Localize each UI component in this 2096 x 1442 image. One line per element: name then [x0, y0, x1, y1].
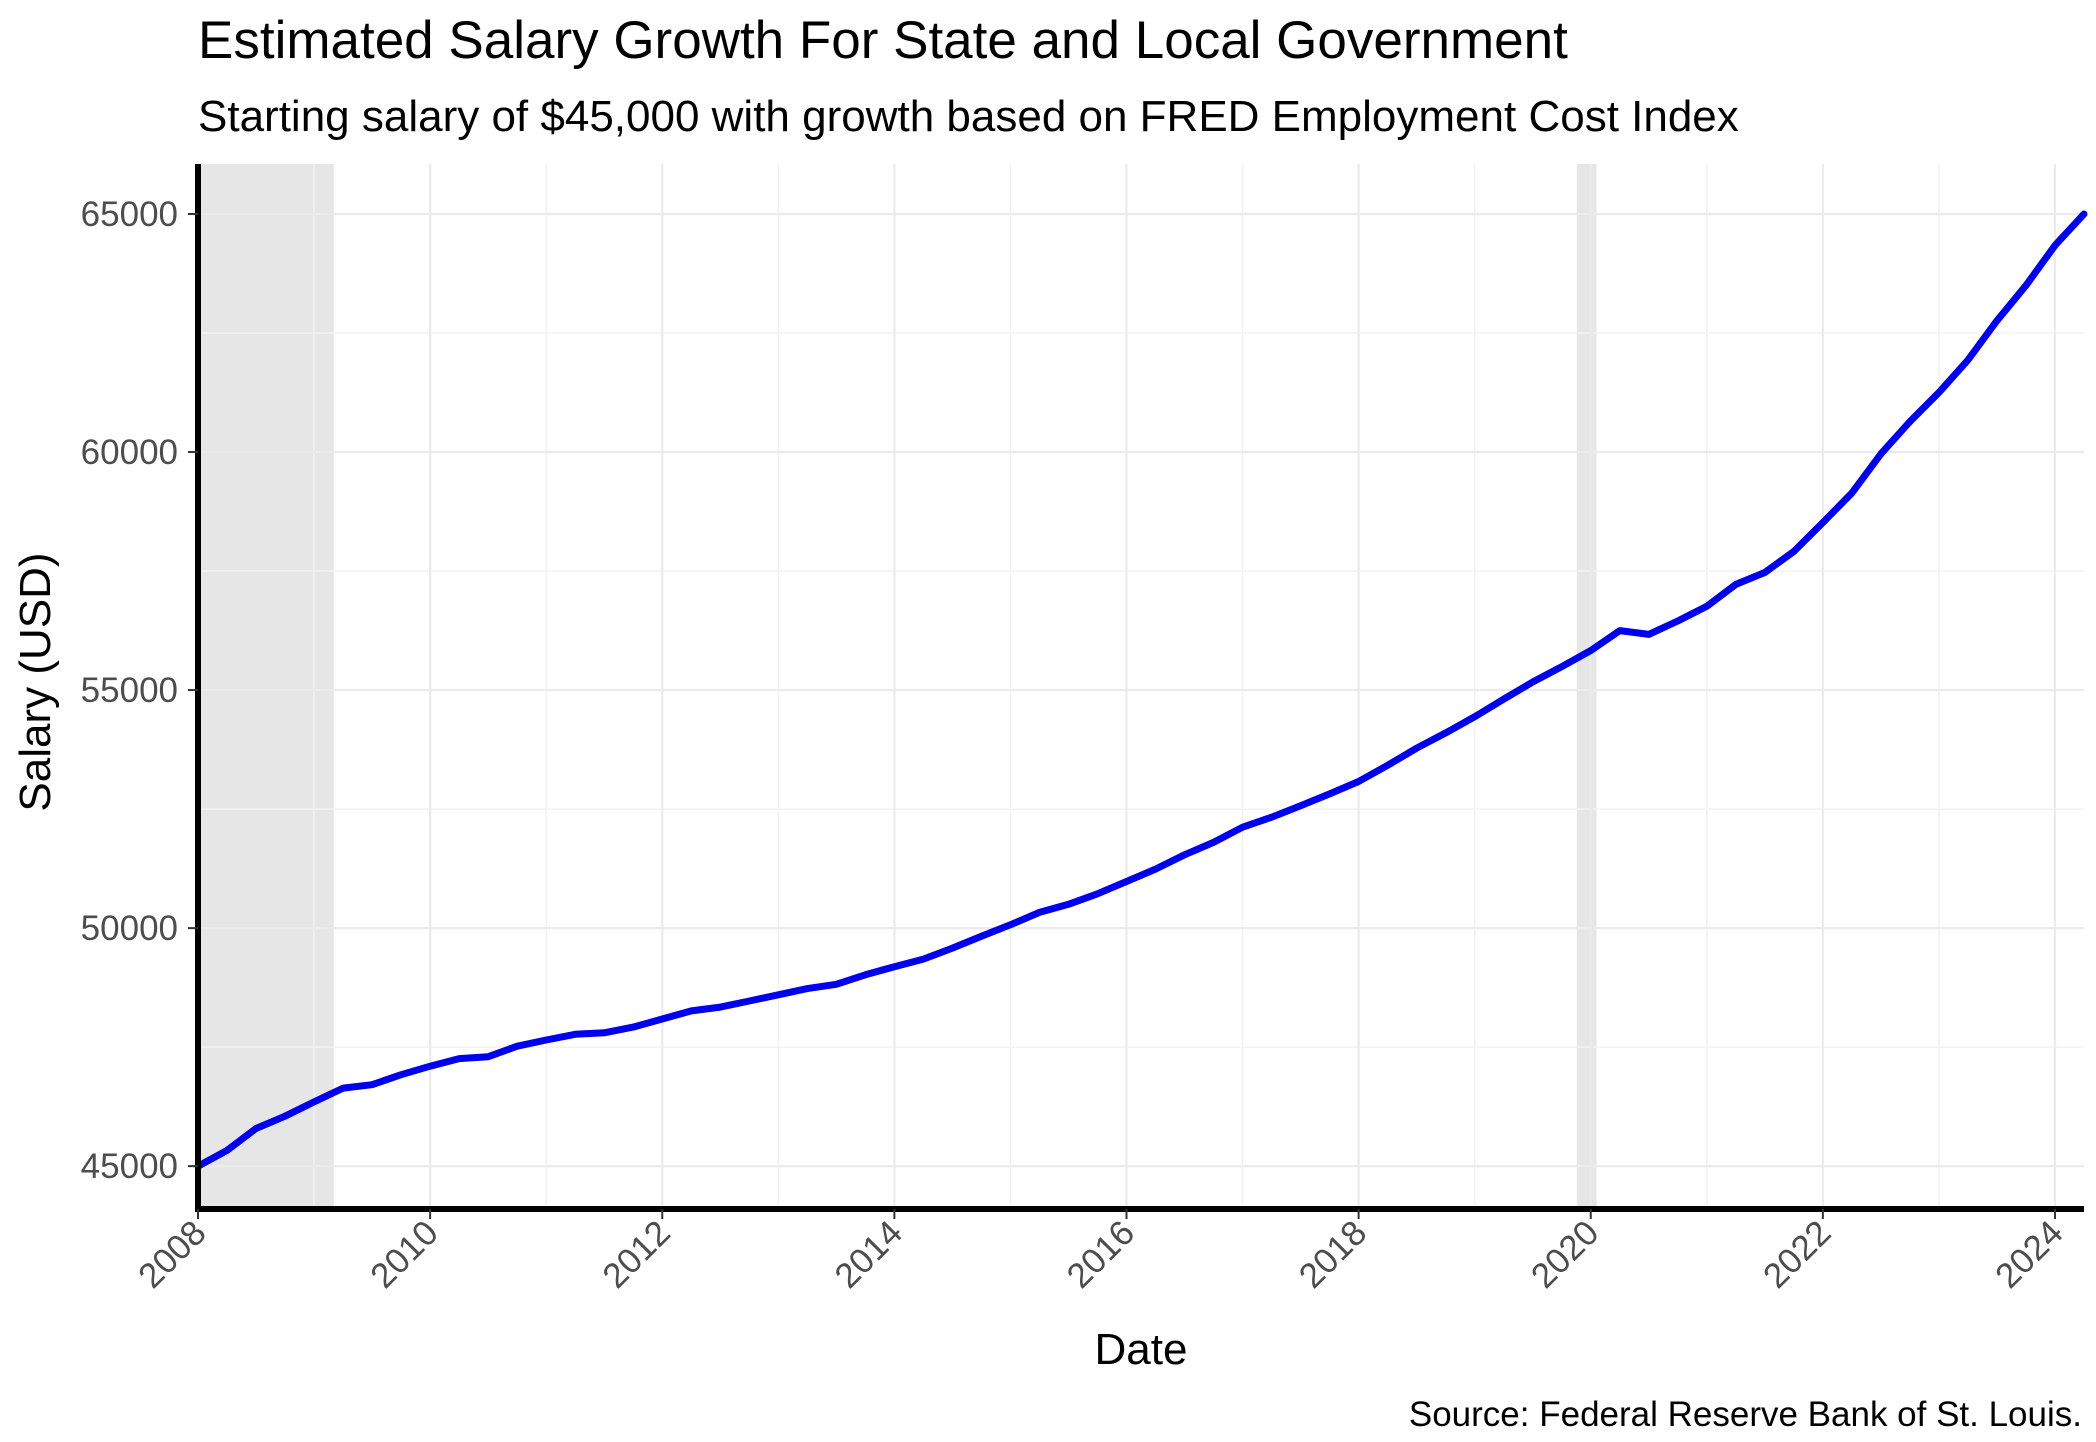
- y-tick-label: 60000: [81, 433, 178, 472]
- axes: [195, 164, 2084, 1212]
- x-tick-label: 2018: [1292, 1213, 1375, 1296]
- chart-subtitle: Starting salary of $45,000 with growth b…: [198, 92, 1739, 141]
- y-tick-label: 65000: [81, 195, 178, 234]
- grid-lines: [196, 164, 2084, 1209]
- chart-caption: Source: Federal Reserve Bank of St. Loui…: [1409, 1395, 2082, 1434]
- x-tick-label: 2024: [1988, 1213, 2071, 1296]
- x-tick-label: 2012: [595, 1213, 678, 1296]
- chart-title: Estimated Salary Growth For State and Lo…: [198, 11, 1568, 70]
- x-tick-label: 2014: [827, 1213, 910, 1296]
- y-tick-label: 50000: [81, 909, 178, 948]
- x-tick-label: 2016: [1060, 1213, 1143, 1296]
- series-line-1: [194, 210, 2088, 1170]
- recession-band-1: [198, 164, 334, 1209]
- x-tick-label: 2022: [1756, 1213, 1839, 1296]
- recession-shading: [198, 164, 1597, 1209]
- x-tick-label: 2010: [363, 1213, 446, 1296]
- series-layer: [194, 210, 2088, 1170]
- recession-band-2: [1576, 164, 1597, 1209]
- x-axis-title: Date: [1095, 1325, 1188, 1374]
- y-axis-title: Salary (USD): [11, 552, 60, 811]
- y-tick-label: 55000: [81, 671, 178, 710]
- tick-labels: 45000 50000 55000 60000 65000 2008 2010 2012 201…: [81, 195, 2071, 1296]
- y-tick-label: 45000: [81, 1147, 178, 1186]
- x-tick-label: 2020: [1524, 1213, 1607, 1296]
- x-tick-label: 2008: [131, 1213, 214, 1296]
